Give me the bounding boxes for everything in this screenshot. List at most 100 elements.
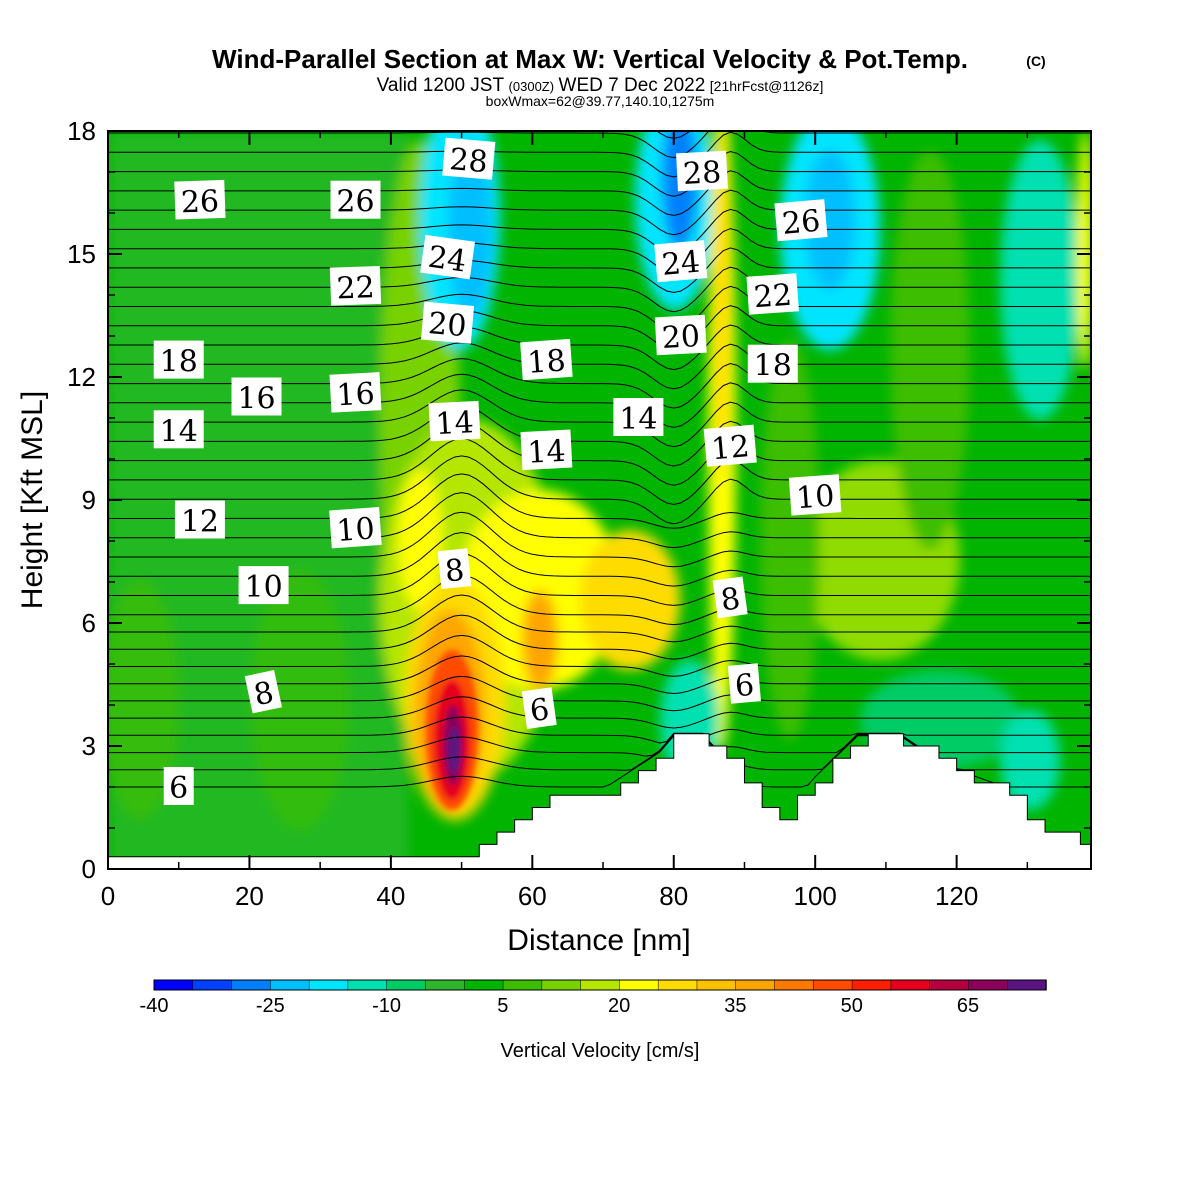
contour-label-bg bbox=[329, 507, 382, 549]
contour-label: 8 bbox=[244, 670, 282, 714]
contour-label-text: 6 bbox=[528, 692, 552, 729]
theta-contour-line bbox=[108, 389, 1091, 448]
chart-title: Wind-Parallel Section at Max W: Vertical… bbox=[212, 44, 968, 74]
colorbar-tick-label: -25 bbox=[256, 995, 285, 1017]
contour-label-text: 20 bbox=[661, 319, 701, 356]
subtitle-utc: (0300Z) bbox=[509, 79, 555, 94]
y-tick-label: 6 bbox=[82, 608, 96, 638]
copyright-mark: (C) bbox=[1026, 53, 1045, 69]
colorbar-swatch bbox=[774, 979, 815, 991]
colorbar-swatch bbox=[657, 979, 698, 991]
contour-label-text: 16 bbox=[336, 376, 376, 413]
theta-contour-line bbox=[108, 266, 1091, 313]
contour-label: 12 bbox=[703, 424, 757, 467]
theta-contour-line bbox=[108, 208, 1091, 255]
contour-label-text: 24 bbox=[660, 245, 701, 283]
colorbar: -40 -25 -10 5 20 35 50 65 bbox=[140, 979, 1047, 1017]
x-tick-label: 100 bbox=[793, 881, 836, 911]
contour-label: 26 bbox=[330, 180, 381, 220]
colorbar-swatch bbox=[464, 979, 504, 991]
contour-label-bg bbox=[231, 377, 282, 416]
contour-label: 18 bbox=[153, 340, 204, 380]
contour-label: 26 bbox=[174, 179, 226, 220]
colorbar-tick-label: 50 bbox=[841, 995, 863, 1017]
contour-label-bg bbox=[330, 180, 381, 219]
contour-label-text: 28 bbox=[682, 155, 722, 192]
contour-label-bg bbox=[613, 398, 664, 436]
contour-label-text: 6 bbox=[169, 771, 188, 806]
colorbar-tick-label: 20 bbox=[608, 995, 630, 1017]
theta-contour-line bbox=[108, 455, 1091, 525]
contour-label: 22 bbox=[329, 265, 382, 306]
plot-area: 26 26 28 28 26 24 24 22 22 20 20 18 18 18 16 16 14 14 14 14… bbox=[108, 131, 1091, 869]
y-tick-label: 18 bbox=[67, 116, 96, 146]
contour-label-text: 10 bbox=[335, 511, 376, 549]
contour-label-text: 28 bbox=[448, 142, 489, 180]
contour-label: 20 bbox=[654, 314, 707, 356]
y-tick-label: 0 bbox=[82, 854, 96, 884]
contour-label: 6 bbox=[727, 663, 761, 704]
contour-label: 6 bbox=[521, 687, 557, 730]
contour-label: 14 bbox=[613, 398, 664, 437]
colorbar-swatch bbox=[347, 979, 388, 991]
contour-label-text: 8 bbox=[719, 581, 743, 618]
contour-label-bg bbox=[788, 474, 842, 516]
contour-label-bg bbox=[520, 429, 573, 471]
contour-label: 12 bbox=[174, 500, 225, 540]
theta-contour-line bbox=[108, 324, 1091, 371]
contour-label: 22 bbox=[746, 273, 799, 315]
contour-label-bg bbox=[654, 240, 708, 283]
contour-label-text: 22 bbox=[336, 270, 375, 306]
subtitle-main: Valid 1200 JST bbox=[377, 75, 505, 96]
contour-label-text: 18 bbox=[160, 345, 198, 380]
contour-label-text: 12 bbox=[181, 505, 219, 540]
subtitle-date: WED 7 Dec 2022 bbox=[559, 75, 706, 96]
x-tick-label: 120 bbox=[935, 881, 978, 911]
contour-label: 10 bbox=[329, 507, 382, 549]
x-axis-label: Distance [nm] bbox=[507, 924, 690, 957]
contour-label-text: 26 bbox=[180, 184, 219, 220]
theta-contour-line bbox=[108, 574, 1091, 626]
contour-label: 28 bbox=[676, 150, 728, 192]
contour-label-bg bbox=[174, 179, 226, 220]
contour-label-bg bbox=[244, 670, 282, 714]
contour-label-bg bbox=[521, 687, 557, 730]
contour-label-text: 20 bbox=[427, 306, 468, 344]
contour-label: 14 bbox=[428, 400, 481, 442]
contour-label-text: 10 bbox=[795, 479, 836, 517]
contour-label-text: 22 bbox=[753, 278, 794, 316]
theta-contour-line bbox=[108, 492, 1091, 549]
theta-contour-line bbox=[108, 170, 1091, 216]
contour-label-text: 8 bbox=[443, 553, 466, 590]
y-tick-label: 12 bbox=[67, 362, 96, 392]
theta-contour-line bbox=[108, 305, 1091, 351]
theta-contour-line bbox=[108, 634, 1091, 677]
theta-contour-line bbox=[108, 716, 1091, 744]
contour-label-text: 24 bbox=[426, 240, 469, 280]
contour-label-bg bbox=[442, 137, 496, 180]
subtitle-fcst: [21hrFcst@1126z] bbox=[710, 78, 824, 94]
y-tick-label: 3 bbox=[82, 731, 96, 761]
contour-label-text: 14 bbox=[160, 414, 198, 449]
colorbar-swatch bbox=[696, 979, 737, 991]
contour-label: 24 bbox=[654, 240, 708, 283]
theta-contours bbox=[108, 131, 1091, 788]
x-tick-label: 80 bbox=[659, 881, 688, 911]
colorbar-swatch bbox=[192, 979, 233, 991]
theta-contour-line bbox=[108, 131, 1091, 178]
contour-label-text: 26 bbox=[336, 185, 374, 220]
subtitle-line: Valid 1200 JST (0300Z) WED 7 Dec 2022 [2… bbox=[377, 75, 824, 96]
contour-label: 16 bbox=[329, 372, 382, 413]
theta-contour-line bbox=[108, 285, 1091, 332]
colorbar-tick-label: -40 bbox=[140, 995, 169, 1017]
contour-label-bg bbox=[420, 234, 475, 280]
contour-label: 18 bbox=[747, 344, 798, 384]
contour-label: 18 bbox=[520, 338, 573, 381]
theta-contour-line bbox=[108, 511, 1091, 568]
colorbar-tick-label: 65 bbox=[957, 995, 979, 1017]
contour-label-bg bbox=[520, 338, 573, 381]
contour-label-bg bbox=[329, 265, 382, 306]
contour-label-bg bbox=[654, 314, 707, 356]
contour-label: 16 bbox=[231, 377, 282, 417]
